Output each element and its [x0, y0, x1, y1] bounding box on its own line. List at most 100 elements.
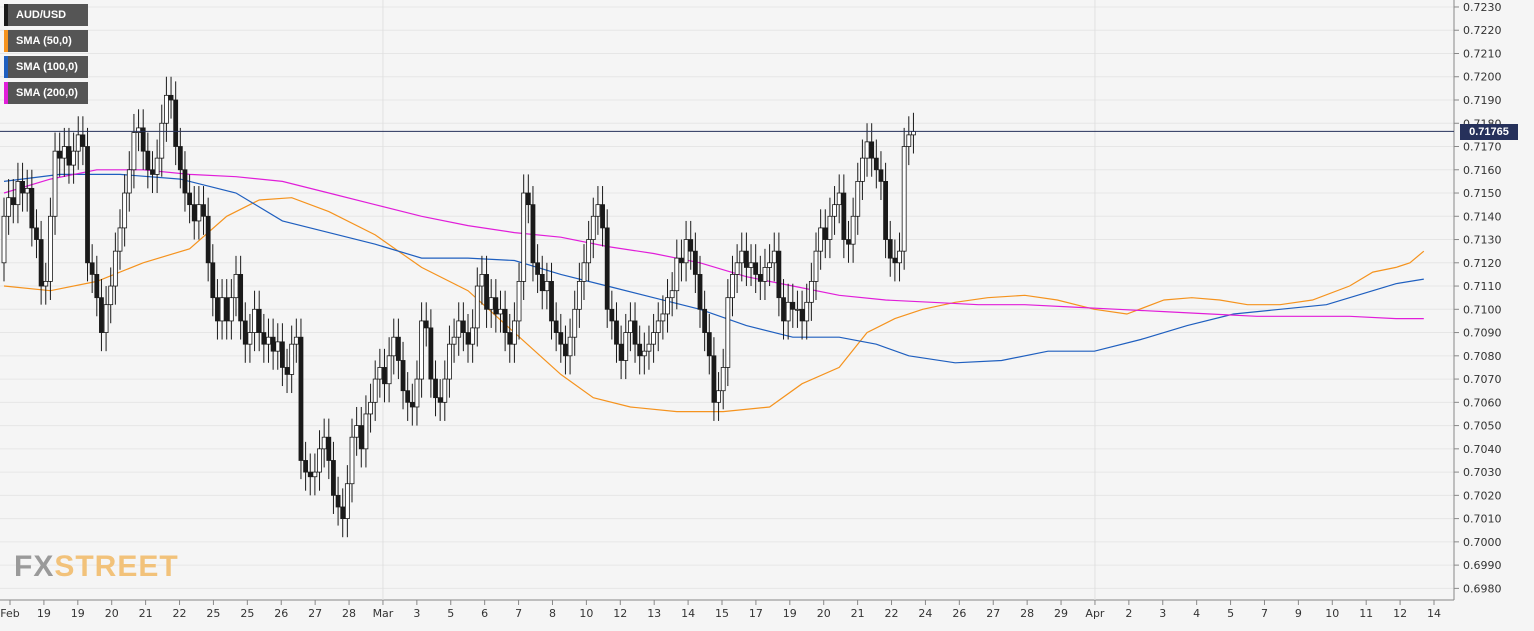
candle-body: [822, 227, 828, 240]
x-tick-label: 4: [1193, 607, 1200, 620]
fxstreet-logo: FXSTREET: [14, 550, 179, 584]
sma-line-sma-200-0-: [3, 169, 1424, 320]
candle-body: [609, 308, 615, 322]
y-tick-label: 0.7150: [1463, 187, 1502, 200]
candle-body: [177, 146, 183, 171]
y-tick-label: 0.7210: [1463, 47, 1502, 60]
candle-body: [20, 180, 25, 194]
legend-label: SMA (100,0): [16, 61, 78, 73]
x-tick-label: 21: [851, 607, 865, 620]
candle-body: [419, 320, 425, 380]
x-tick-label: 9: [1295, 607, 1302, 620]
x-tick-label: 3: [1159, 607, 1166, 620]
candle-body: [521, 192, 527, 282]
current-price-badge: 0.71765: [1460, 124, 1518, 140]
candle-body: [553, 320, 559, 333]
candle-body: [228, 297, 234, 322]
candle-body: [771, 250, 777, 264]
candle-body: [720, 367, 726, 392]
candle-body: [344, 483, 350, 520]
y-tick-label: 0.7070: [1463, 373, 1502, 386]
candle-body: [590, 215, 596, 240]
candle-body: [632, 320, 638, 345]
x-tick-label: 14: [1427, 607, 1441, 620]
candle-body: [38, 239, 44, 287]
candle-body: [734, 262, 740, 275]
candle-body: [252, 308, 257, 333]
candle-body: [878, 169, 884, 182]
x-tick-label: 3: [413, 607, 420, 620]
candle-body: [781, 297, 786, 322]
x-tick-label: 29: [1054, 607, 1068, 620]
candle-body: [744, 250, 749, 268]
candle-body: [108, 285, 114, 306]
legend-item-sma100[interactable]: SMA (100,0): [4, 56, 88, 78]
candle-body: [354, 425, 360, 438]
candle-body: [665, 297, 670, 315]
candle-body: [6, 197, 12, 217]
x-tick-label: 10: [579, 607, 593, 620]
candle-body: [372, 378, 378, 403]
candle-body: [897, 250, 902, 264]
x-tick-label: 28: [342, 607, 356, 620]
candle-body: [595, 204, 601, 217]
y-tick-label: 0.7140: [1463, 210, 1502, 223]
legend-swatch-sma100: [4, 56, 8, 78]
x-tick-label: 22: [173, 607, 187, 620]
x-tick-label: 19: [71, 607, 85, 620]
candle-body: [572, 308, 578, 338]
candle-body: [535, 262, 540, 275]
y-tick-label: 0.7040: [1463, 443, 1502, 456]
candle-body: [126, 169, 132, 194]
candle-body: [697, 274, 703, 310]
legend-item-sma50[interactable]: SMA (50,0): [4, 30, 88, 52]
candle-body: [539, 274, 545, 292]
candle-body: [386, 355, 392, 385]
candle-body: [15, 180, 21, 206]
y-tick-label: 0.6980: [1463, 582, 1502, 595]
candle-body: [600, 204, 605, 229]
candle-body: [795, 308, 800, 311]
candle-body: [827, 215, 833, 240]
candle-body: [641, 350, 647, 357]
x-tick-label: 28: [1020, 607, 1034, 620]
candle-body: [841, 192, 847, 240]
candle-body: [103, 304, 109, 333]
candle-body: [883, 180, 888, 240]
legend-item-audusd[interactable]: AUD/USD: [4, 4, 88, 26]
candle-body: [525, 192, 531, 206]
candle-body: [892, 257, 898, 264]
candle-body: [688, 239, 694, 252]
candle-body: [818, 227, 824, 252]
candle-body: [279, 341, 285, 368]
candle-body: [679, 257, 684, 264]
x-tick-label: Apr: [1085, 607, 1105, 620]
candle-body: [581, 262, 587, 282]
x-tick-label: 22: [885, 607, 899, 620]
legend-label: SMA (200,0): [16, 87, 78, 99]
candle-body: [558, 332, 564, 345]
candle-body: [901, 146, 907, 252]
x-tick-label: 5: [447, 607, 454, 620]
y-tick-label: 0.6990: [1463, 559, 1502, 572]
x-tick-label: 8: [549, 607, 556, 620]
x-tick-label: 17: [749, 607, 763, 620]
candle-body: [140, 127, 146, 152]
legend-item-sma200[interactable]: SMA (200,0): [4, 82, 88, 104]
candle-body: [145, 150, 151, 171]
candle-body: [474, 285, 480, 329]
candle-body: [493, 297, 499, 315]
candle-body: [284, 367, 290, 375]
x-tick-label: 19: [37, 607, 51, 620]
candle-body: [317, 448, 322, 473]
candle-body: [655, 320, 661, 333]
candle-body: [201, 204, 206, 217]
candle-body: [502, 308, 508, 333]
y-tick-label: 0.7030: [1463, 466, 1502, 479]
x-tick-label: 21: [139, 607, 153, 620]
candle-body: [498, 308, 503, 315]
x-tick-label: 7: [515, 607, 522, 620]
candle-body: [864, 141, 870, 159]
candle-body: [776, 250, 782, 299]
